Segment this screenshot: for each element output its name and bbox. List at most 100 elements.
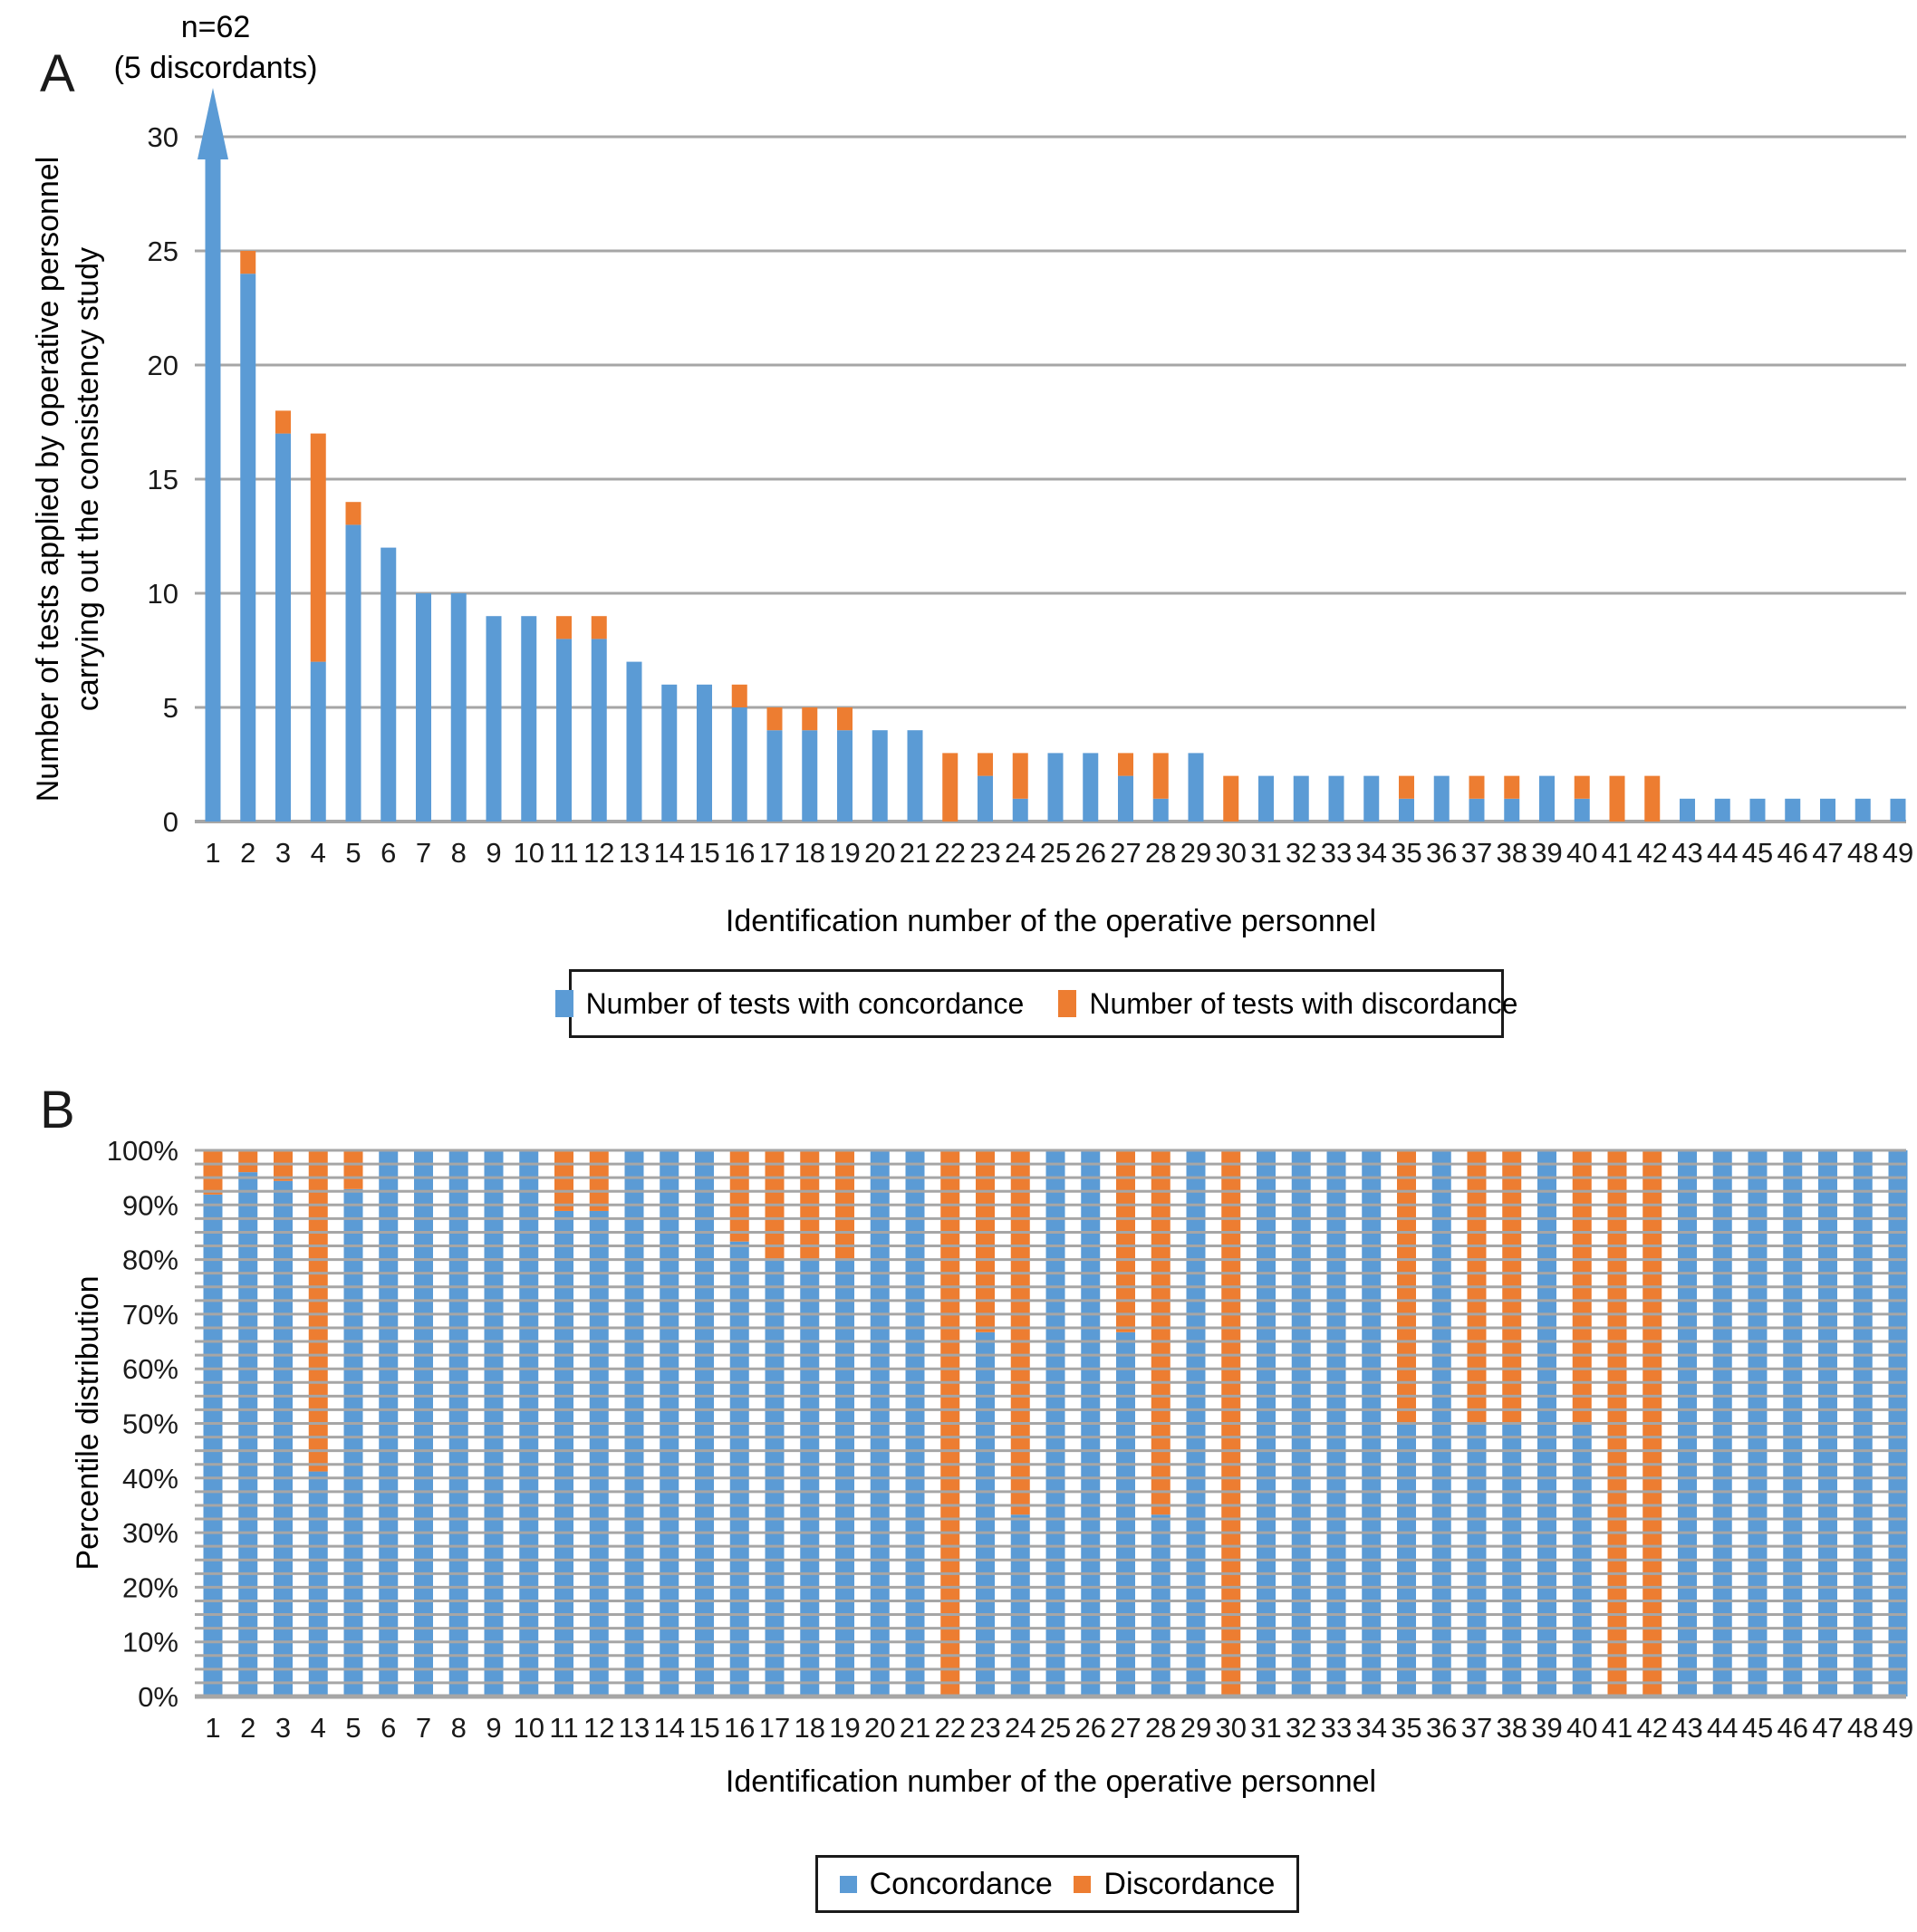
x-tick-label: 1 — [205, 1712, 220, 1744]
bar-segment-discordance — [274, 1150, 293, 1181]
x-tick-label: 32 — [1286, 1712, 1316, 1744]
bar-segment-discordance — [1504, 775, 1520, 799]
x-tick-label: 17 — [759, 1712, 790, 1744]
concordance-swatch-icon — [554, 990, 573, 1017]
x-tick-label: 33 — [1321, 837, 1352, 869]
x-tick-label: 17 — [759, 837, 790, 869]
bar-segment-discordance — [310, 433, 326, 662]
bar-segment-concordance — [907, 730, 923, 822]
x-tick-label: 19 — [829, 1712, 860, 1744]
bar-segment-discordance — [554, 1150, 573, 1211]
bar-segment-concordance — [450, 593, 467, 822]
bar-segment-concordance — [978, 775, 993, 822]
x-tick-label: 13 — [619, 837, 650, 869]
x-tick-label: 21 — [900, 1712, 930, 1744]
x-tick-label: 37 — [1461, 837, 1492, 869]
bar-segment-concordance — [381, 547, 397, 822]
x-tick-label: 23 — [969, 1712, 1000, 1744]
bar-segment-concordance — [589, 1210, 609, 1697]
bar-segment-concordance — [310, 661, 326, 822]
bar-segment-concordance — [1890, 798, 1906, 822]
x-tick-label: 4 — [311, 837, 326, 869]
legend-label: Number of tests with discordance — [1089, 986, 1518, 1020]
x-tick-label: 28 — [1145, 1712, 1176, 1744]
x-tick-label: 46 — [1777, 1712, 1808, 1744]
bar-segment-concordance — [556, 639, 572, 822]
x-tick-label: 30 — [1216, 1712, 1247, 1744]
bar-segment-concordance — [275, 433, 291, 822]
bar-segment-concordance — [591, 639, 607, 822]
bar-segment-discordance — [942, 753, 958, 822]
x-tick-label: 5 — [345, 1712, 361, 1744]
x-tick-label: 37 — [1461, 1712, 1492, 1744]
bar-segment-discordance — [1399, 775, 1414, 799]
x-tick-label: 5 — [345, 837, 361, 869]
bar-segment-discordance — [308, 1150, 328, 1472]
panel-a-letter: A — [40, 44, 75, 103]
bar-segment-concordance — [274, 1180, 293, 1697]
x-tick-label: 35 — [1391, 1712, 1421, 1744]
y-tick-label: 0% — [138, 1681, 178, 1713]
x-tick-label: 27 — [1110, 1712, 1141, 1744]
bar-segment-discordance — [240, 251, 256, 274]
x-tick-label: 34 — [1356, 837, 1387, 869]
bar-segment-discordance — [203, 1150, 223, 1195]
x-tick-label: 27 — [1110, 837, 1141, 869]
x-tick-label: 11 — [549, 1712, 578, 1744]
x-tick-label: 24 — [1005, 837, 1036, 869]
x-tick-label: 18 — [795, 837, 825, 869]
x-tick-label: 22 — [935, 1712, 966, 1744]
x-tick-label: 48 — [1847, 1712, 1878, 1744]
bar-segment-concordance — [837, 730, 853, 822]
x-tick-label: 7 — [416, 1712, 431, 1744]
bar-segment-concordance — [1083, 753, 1099, 822]
x-tick-label: 10 — [514, 837, 544, 869]
bar-segment-concordance — [1433, 775, 1450, 822]
bar-segment-concordance — [1293, 775, 1309, 822]
bar-segment-discordance — [238, 1150, 258, 1173]
bar-segment-concordance — [1680, 798, 1695, 822]
bar-segment-concordance — [697, 684, 712, 822]
discordance-swatch-icon — [1074, 1875, 1092, 1893]
legend-label: Discordance — [1103, 1866, 1276, 1901]
x-tick-label: 1 — [205, 837, 220, 869]
x-tick-label: 12 — [583, 1712, 614, 1744]
x-tick-label: 40 — [1566, 1712, 1597, 1744]
bar-segment-concordance — [343, 1188, 363, 1697]
x-tick-label: 41 — [1602, 1712, 1633, 1744]
panel-b-chart: 1 2 3 4 5 6 7 8 9 10 11 12 13 14 15 16 17 18 19 20 21 22 23 24 2… — [107, 1135, 1914, 1744]
y-tick-label: 70% — [122, 1299, 178, 1331]
bar-segment-concordance — [1399, 798, 1414, 822]
y-tick-label: 50% — [122, 1408, 178, 1440]
bar-segment-discordance — [1223, 775, 1239, 822]
x-tick-label: 24 — [1005, 1712, 1036, 1744]
bar-segment-concordance — [308, 1471, 328, 1697]
bar-segment-concordance-truncated — [205, 154, 221, 822]
x-tick-label: 43 — [1671, 1712, 1702, 1744]
x-tick-label: 35 — [1391, 837, 1421, 869]
x-tick-label: 45 — [1742, 837, 1773, 869]
x-tick-label: 26 — [1075, 1712, 1106, 1744]
x-tick-label: 42 — [1637, 837, 1668, 869]
x-tick-label: 18 — [795, 1712, 825, 1744]
bar-segment-discordance — [556, 616, 572, 639]
bar-segment-concordance — [1714, 798, 1730, 822]
x-tick-label: 21 — [900, 837, 930, 869]
bar-segment-concordance — [626, 661, 642, 822]
bar-segment-discordance — [802, 707, 818, 731]
x-tick-label: 3 — [275, 837, 291, 869]
bar-segment-concordance — [1574, 798, 1590, 822]
y-tick-label: 20 — [148, 350, 178, 381]
concordance-swatch-icon — [839, 1875, 857, 1893]
x-tick-label: 45 — [1742, 1712, 1773, 1744]
bar-segment-discordance — [275, 410, 291, 434]
x-tick-label: 16 — [724, 1712, 755, 1744]
x-tick-label: 31 — [1250, 837, 1281, 869]
bar-segment-discordance — [591, 616, 607, 639]
panel-b-letter: B — [40, 1081, 75, 1139]
bar-segment-concordance — [872, 730, 888, 822]
bar-segment-concordance — [238, 1172, 258, 1697]
bar-segment-concordance — [1854, 798, 1871, 822]
y-tick-label: 100% — [107, 1135, 178, 1167]
bar-segment-discordance — [345, 502, 361, 525]
